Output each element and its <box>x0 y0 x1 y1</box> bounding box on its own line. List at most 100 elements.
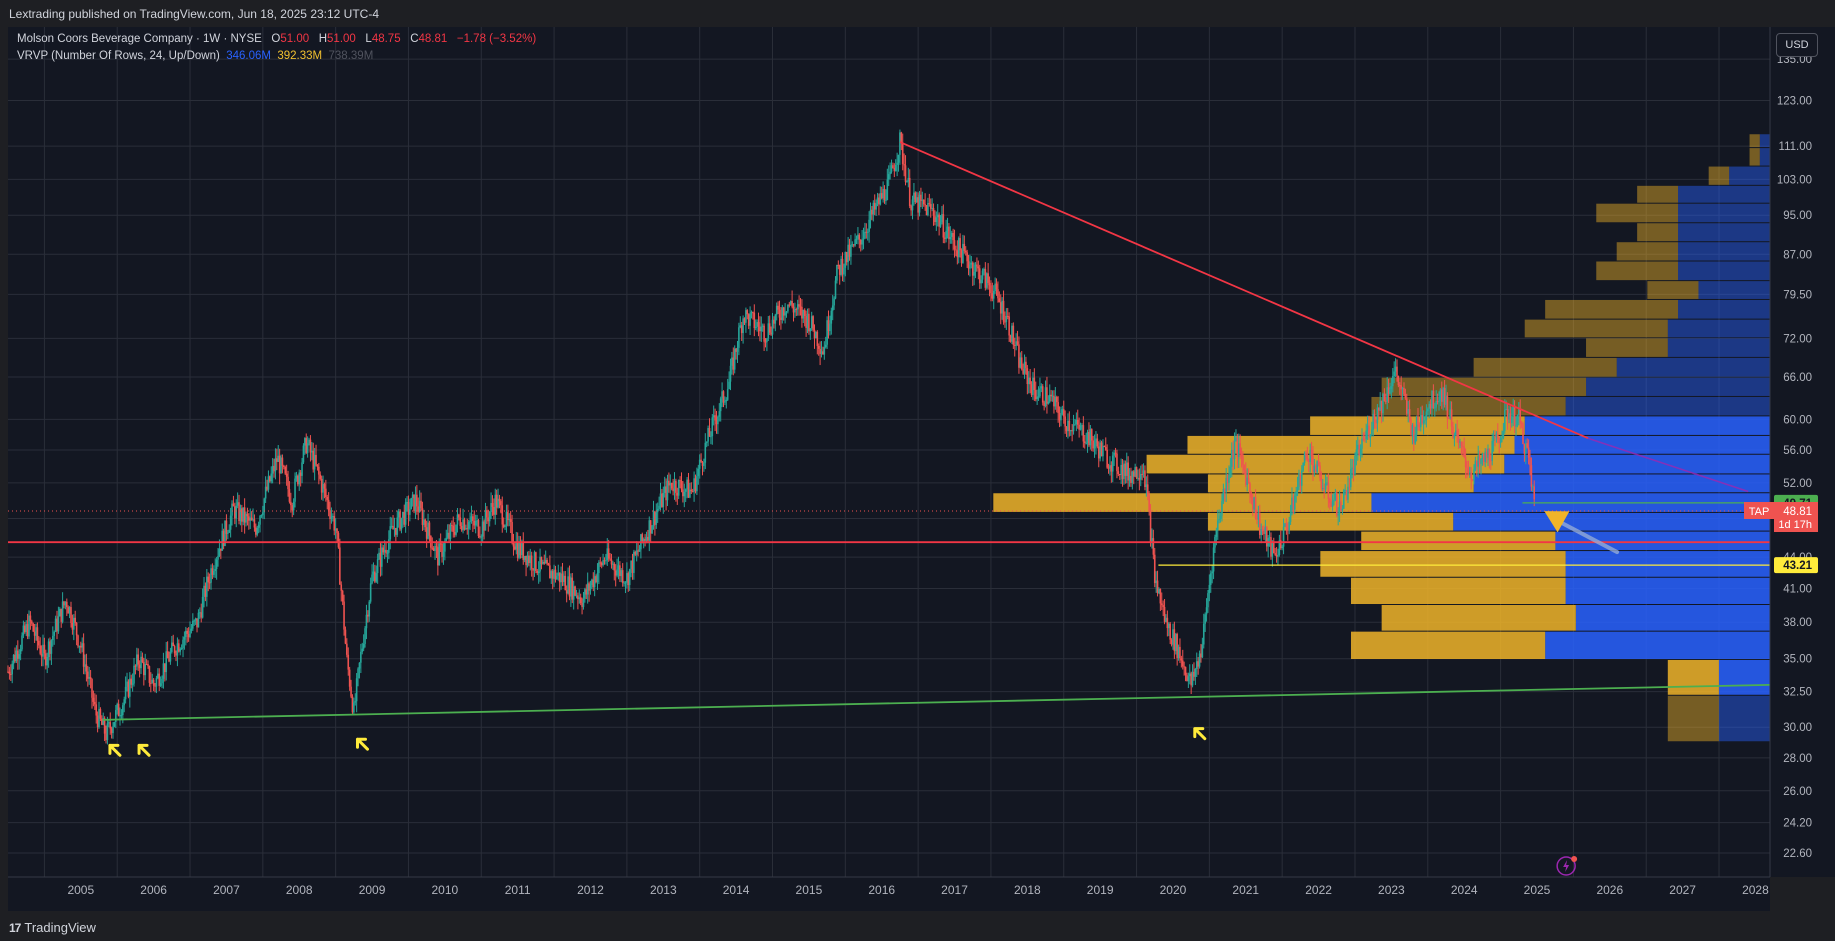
candle-body <box>1039 388 1041 397</box>
currency-button[interactable]: USD <box>1776 33 1818 57</box>
candle-body <box>1065 426 1068 432</box>
candle-body <box>1107 467 1110 469</box>
candle-body <box>283 465 285 467</box>
candle-body <box>200 612 203 618</box>
candle-body <box>1525 443 1527 454</box>
candle-body <box>1439 389 1442 402</box>
candle-body <box>544 559 547 564</box>
candle-body <box>1442 388 1444 402</box>
candle-body <box>525 555 527 566</box>
candle-body <box>451 524 453 526</box>
candle-body <box>1159 588 1162 604</box>
candle-body <box>810 316 813 329</box>
candle-body <box>28 615 30 637</box>
candle-body <box>414 494 417 512</box>
candle-body <box>1397 375 1400 386</box>
candle-body <box>112 726 114 734</box>
candle-body <box>350 686 352 697</box>
candle-body <box>711 417 714 437</box>
candle-body <box>991 293 994 299</box>
candle-body <box>876 197 879 204</box>
candle-body <box>1286 527 1289 531</box>
candle-body <box>409 509 411 515</box>
vp-row-up-22 <box>1565 551 1770 577</box>
year-tick-label: 2011 <box>505 883 531 897</box>
candle-body <box>1247 477 1250 484</box>
candle-body <box>978 268 981 284</box>
price-tick-label: 111.00 <box>1779 141 1812 153</box>
candle-body <box>1018 344 1020 368</box>
candle-body <box>1109 465 1111 469</box>
candle-body <box>1225 477 1227 492</box>
candle-body <box>530 555 533 569</box>
vp-row-down-0 <box>1749 134 1760 148</box>
candle-body <box>385 549 387 554</box>
candle-body <box>390 525 393 527</box>
candle-body <box>1113 452 1115 456</box>
vp-row-down-20 <box>1207 512 1454 531</box>
candle-body <box>1326 482 1328 484</box>
candle-body <box>138 664 141 669</box>
vrvp-label: VRVP (Number Of Rows, 24, Up/Down) <box>17 50 220 62</box>
candle-body <box>858 234 861 240</box>
candle-body <box>957 238 960 258</box>
year-tick-label: 2006 <box>140 883 167 897</box>
candle-body <box>654 511 656 525</box>
candle-body <box>584 589 586 599</box>
candle-body <box>1382 394 1384 414</box>
candle-body <box>277 455 280 462</box>
vp-row-up-26 <box>1718 659 1770 695</box>
candle-body <box>1384 400 1387 402</box>
candle-body <box>1005 315 1008 322</box>
candle-body <box>133 665 135 684</box>
candle-body <box>418 500 421 512</box>
candle-body <box>603 560 606 562</box>
candle-body <box>66 601 68 608</box>
candle-body <box>348 669 351 687</box>
candle-body <box>934 215 936 223</box>
candle-body <box>1092 440 1094 449</box>
candle-body <box>1106 449 1108 468</box>
candle-body <box>826 320 828 345</box>
candle-body <box>234 506 236 519</box>
candle-body <box>750 312 753 314</box>
candle-body <box>880 193 883 199</box>
candle-body <box>242 507 245 522</box>
candle-body <box>285 473 288 477</box>
candle-body <box>971 262 974 276</box>
candle-body <box>1194 668 1197 677</box>
candle-body <box>87 671 89 679</box>
candle-body <box>1046 387 1048 404</box>
candle-body <box>535 552 537 571</box>
candle-body <box>1330 502 1332 507</box>
candle-body <box>1327 482 1330 499</box>
candle-body <box>1501 437 1503 439</box>
vp-row-up-7 <box>1678 261 1770 281</box>
vp-row-down-5 <box>1637 223 1679 242</box>
candle-body <box>766 338 768 343</box>
candle-body <box>1470 472 1472 480</box>
candle-body <box>1411 425 1414 436</box>
candle-body <box>633 551 635 573</box>
candle-body <box>1116 453 1118 472</box>
candle-body <box>1032 377 1034 395</box>
candle-body <box>1417 416 1419 425</box>
candle-body <box>143 662 145 676</box>
candle-body <box>386 552 389 554</box>
candle-body <box>684 489 687 492</box>
tradingview-logo[interactable]: 17 TradingView <box>9 920 96 935</box>
candle-body <box>103 718 106 734</box>
candle-body <box>452 525 455 532</box>
price-chart[interactable]: 135.00 123.00 111.00 103.00 95.00 87.00 79.50 7… <box>0 27 1835 911</box>
vp-row-down-22 <box>1320 551 1566 577</box>
candle-body <box>172 642 175 647</box>
candle-body <box>80 645 82 648</box>
candle-body <box>241 508 243 522</box>
candle-body <box>1041 386 1044 403</box>
candle-body <box>595 576 597 583</box>
candle-body <box>1187 676 1190 682</box>
vp-row-down-26 <box>1667 659 1719 695</box>
candle-body <box>176 643 179 656</box>
candle-body <box>1055 396 1058 403</box>
candle-body <box>791 300 793 307</box>
